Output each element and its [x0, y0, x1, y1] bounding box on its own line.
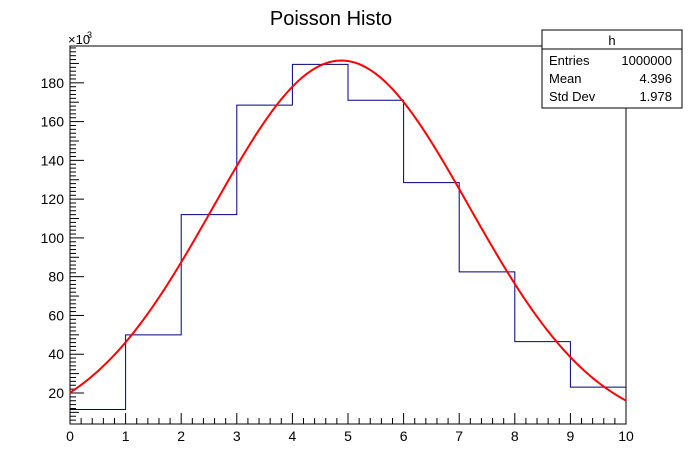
- histogram-bin: [459, 272, 515, 424]
- stats-box-title: h: [608, 33, 615, 48]
- stats-entries-value: 1000000: [621, 53, 672, 68]
- stats-box: h Entries 1000000 Mean 4.396 Std Dev 1.9…: [541, 29, 683, 109]
- y-tick-label: 100: [41, 230, 65, 246]
- stats-stddev-value: 1.978: [639, 89, 672, 104]
- stats-stddev-label: Std Dev: [549, 89, 596, 104]
- histogram: [70, 63, 626, 424]
- histogram-bin: [404, 183, 460, 424]
- y-tick-label: 20: [48, 385, 64, 401]
- x-tick-label: 8: [511, 428, 519, 444]
- y-axis-multiplier-exponent: 3: [87, 30, 92, 40]
- y-tick-label: 80: [48, 269, 64, 285]
- stats-mean-value: 4.396: [639, 71, 672, 86]
- histogram-bin: [70, 409, 126, 424]
- y-axis: 20 40 60 80 100 120 140 160 180: [41, 47, 84, 421]
- histogram-bin: [126, 335, 182, 424]
- y-axis-multiplier-base: ×10: [68, 32, 90, 47]
- stats-box-frame: [541, 29, 683, 109]
- x-tick-label: 3: [233, 428, 241, 444]
- fit-curve-group: [69, 59, 627, 402]
- x-tick-label: 9: [567, 428, 575, 444]
- x-tick-label: 6: [400, 428, 408, 444]
- x-tick-label: 4: [289, 428, 297, 444]
- y-tick-label: 120: [41, 191, 65, 207]
- y-tick-label: 140: [41, 152, 65, 168]
- stats-mean-label: Mean: [549, 71, 582, 86]
- y-tick-label: 180: [41, 75, 65, 91]
- chart-title: Poisson Histo: [270, 8, 392, 30]
- histogram-bin: [570, 387, 626, 424]
- x-tick-label: 0: [66, 428, 74, 444]
- x-tick-label: 7: [455, 428, 463, 444]
- x-tick-label: 10: [618, 428, 634, 444]
- histogram-bin: [292, 64, 348, 424]
- y-tick-label: 160: [41, 114, 65, 130]
- x-tick-label: 5: [344, 428, 352, 444]
- histogram-bin: [515, 342, 571, 424]
- x-tick-label: 1: [122, 428, 130, 444]
- y-axis-multiplier: ×10 3: [68, 30, 92, 47]
- x-tick-label: 2: [177, 428, 185, 444]
- stats-entries-label: Entries: [549, 53, 590, 68]
- histogram-bin: [348, 100, 404, 424]
- y-tick-label: 40: [48, 346, 64, 362]
- x-axis: 0 1 2 3 4 5 6 7 8 9 10: [66, 413, 634, 444]
- fit-curve: [69, 59, 627, 402]
- y-tick-label: 60: [48, 307, 64, 323]
- histogram-outline: [70, 63, 626, 410]
- histogram-bin: [181, 215, 237, 424]
